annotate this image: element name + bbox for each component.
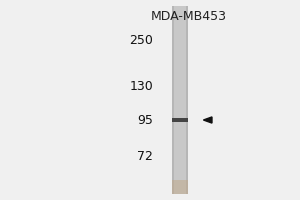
Text: 130: 130 <box>129 80 153 92</box>
Polygon shape <box>203 117 212 123</box>
Bar <box>172 118 188 122</box>
Text: 250: 250 <box>129 33 153 46</box>
Bar <box>186 6 188 194</box>
Text: 95: 95 <box>137 114 153 127</box>
Bar <box>172 6 174 194</box>
Text: 72: 72 <box>137 150 153 162</box>
Bar <box>172 180 188 194</box>
Bar <box>172 6 188 194</box>
Text: MDA-MB453: MDA-MB453 <box>151 10 227 23</box>
